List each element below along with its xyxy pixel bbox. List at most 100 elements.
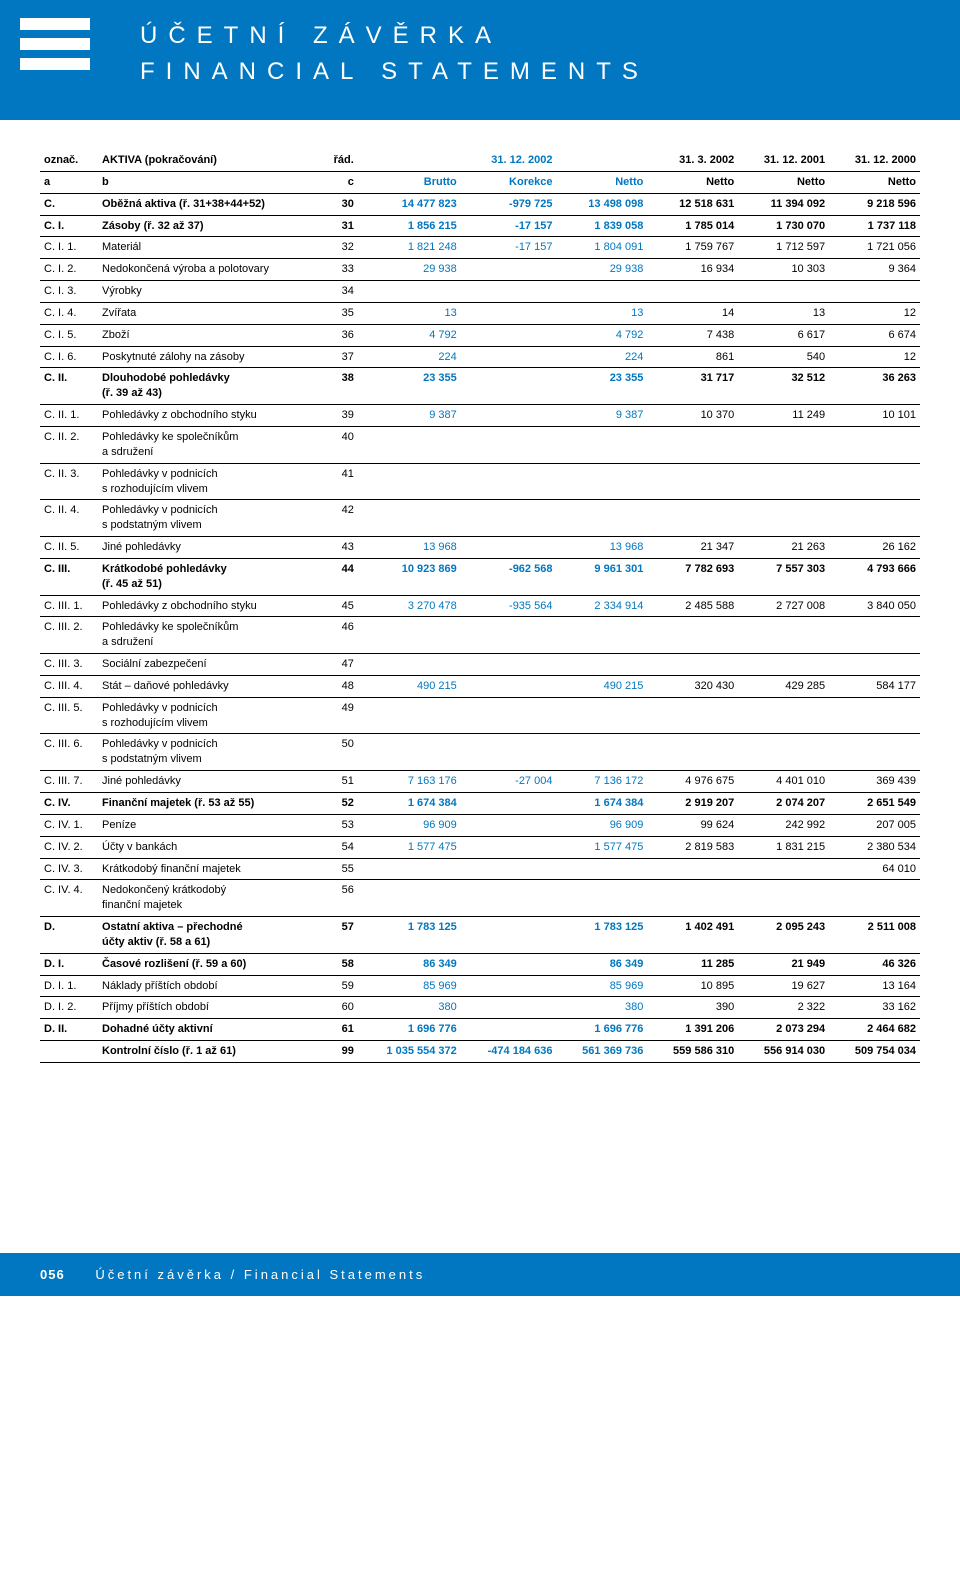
cell-value: 13 968: [556, 537, 647, 559]
cell-code: C. III. 1.: [40, 595, 98, 617]
cell-code: D. I. 1.: [40, 975, 98, 997]
cell-value: [358, 426, 461, 463]
cell-value: [461, 697, 557, 734]
cell-value: [647, 617, 738, 654]
cell-row-number: 32: [328, 237, 358, 259]
cell-value: 1 712 597: [738, 237, 829, 259]
cell-row-number: 34: [328, 281, 358, 303]
header-title-1: ÚČETNÍ ZÁVĚRKA: [140, 22, 920, 50]
cell-value: 96 909: [358, 814, 461, 836]
cell-value: 1 730 070: [738, 215, 829, 237]
cell-value: 1 674 384: [358, 793, 461, 815]
col-sub-netto: Netto: [556, 171, 647, 193]
table-row: C. I. 2.Nedokončená výroba a polotovary3…: [40, 259, 920, 281]
cell-value: 21 263: [738, 537, 829, 559]
col-sub-netto3: Netto: [738, 171, 829, 193]
cell-code: C. III. 7.: [40, 771, 98, 793]
cell-value: [461, 858, 557, 880]
cell-value: 6 674: [829, 324, 920, 346]
cell-value: [647, 500, 738, 537]
cell-value: 29 938: [556, 259, 647, 281]
cell-value: 1 831 215: [738, 836, 829, 858]
col-head-korekce-top: 31. 12. 2002: [461, 150, 557, 171]
cell-value: [647, 463, 738, 500]
cell-value: 2 380 534: [829, 836, 920, 858]
cell-value: 380: [556, 997, 647, 1019]
page-header: ÚČETNÍ ZÁVĚRKA FINANCIAL STATEMENTS: [0, 0, 960, 120]
cell-row-number: 49: [328, 697, 358, 734]
cell-value: [461, 793, 557, 815]
cell-value: 11 394 092: [738, 193, 829, 215]
cell-value: [461, 324, 557, 346]
cell-code: C. I. 6.: [40, 346, 98, 368]
table-body: C.Oběžná aktiva (ř. 31+38+44+52)3014 477…: [40, 193, 920, 1062]
cell-code: D. I.: [40, 953, 98, 975]
cell-row-number: 59: [328, 975, 358, 997]
cell-value: [461, 537, 557, 559]
cell-value: 13: [358, 302, 461, 324]
cell-value: [358, 697, 461, 734]
cell-value: 86 349: [556, 953, 647, 975]
col-sub-netto2: Netto: [647, 171, 738, 193]
cell-description: Jiné pohledávky: [98, 537, 328, 559]
cell-code: C. IV. 3.: [40, 858, 98, 880]
cell-value: [647, 734, 738, 771]
cell-value: [461, 281, 557, 303]
cell-code: C. II. 1.: [40, 405, 98, 427]
cell-value: 1 785 014: [647, 215, 738, 237]
cell-value: -17 157: [461, 237, 557, 259]
cell-description: Krátkodobý finanční majetek: [98, 858, 328, 880]
cell-value: [556, 858, 647, 880]
cell-value: 1 696 776: [556, 1019, 647, 1041]
cell-value: [461, 734, 557, 771]
cell-value: 2 464 682: [829, 1019, 920, 1041]
cell-value: 14 477 823: [358, 193, 461, 215]
cell-value: 6 617: [738, 324, 829, 346]
cell-value: 224: [358, 346, 461, 368]
cell-value: 4 792: [358, 324, 461, 346]
cell-value: 9 218 596: [829, 193, 920, 215]
cell-code: C. III. 6.: [40, 734, 98, 771]
cell-value: [461, 654, 557, 676]
table-row: C. III. 5.Pohledávky v podnicíchs rozhod…: [40, 697, 920, 734]
cell-value: [738, 463, 829, 500]
cell-code: C. I. 4.: [40, 302, 98, 324]
cell-value: 584 177: [829, 675, 920, 697]
cell-value: 509 754 034: [829, 1041, 920, 1063]
cell-value: 9 387: [556, 405, 647, 427]
footer-text: Účetní závěrka / Financial Statements: [95, 1267, 425, 1282]
table-row: C. IV. 1.Peníze5396 90996 90999 624242 9…: [40, 814, 920, 836]
cell-description: Oběžná aktiva (ř. 31+38+44+52): [98, 193, 328, 215]
cell-value: [461, 836, 557, 858]
cell-value: 7 136 172: [556, 771, 647, 793]
cell-value: [829, 734, 920, 771]
cell-code: C. I. 1.: [40, 237, 98, 259]
page-number: 056: [40, 1267, 65, 1282]
cell-value: 11 249: [738, 405, 829, 427]
col-sub-korekce: Korekce: [461, 171, 557, 193]
cell-value: [829, 697, 920, 734]
cell-row-number: 33: [328, 259, 358, 281]
cell-value: [738, 426, 829, 463]
cell-row-number: 30: [328, 193, 358, 215]
cell-code: C. I.: [40, 215, 98, 237]
cell-value: 9 387: [358, 405, 461, 427]
cell-row-number: 40: [328, 426, 358, 463]
cell-description: Sociální zabezpečení: [98, 654, 328, 676]
cell-value: [829, 463, 920, 500]
cell-value: [647, 281, 738, 303]
table-row: C. III. 7.Jiné pohledávky517 163 176-27 …: [40, 771, 920, 793]
cell-value: [738, 697, 829, 734]
cell-row-number: 54: [328, 836, 358, 858]
cell-value: 1 839 058: [556, 215, 647, 237]
table-row: C. IV. 4.Nedokončený krátkodobýfinanční …: [40, 880, 920, 917]
cell-value: -27 004: [461, 771, 557, 793]
cell-value: 7 163 176: [358, 771, 461, 793]
cell-code: C. I. 3.: [40, 281, 98, 303]
cell-description: Časové rozlišení (ř. 59 a 60): [98, 953, 328, 975]
cell-code: C. II. 4.: [40, 500, 98, 537]
table-row: C. I. 6.Poskytnuté zálohy na zásoby37224…: [40, 346, 920, 368]
cell-code: C. IV.: [40, 793, 98, 815]
cell-value: [556, 880, 647, 917]
table-row: C. III. 2.Pohledávky ke společníkůma sdr…: [40, 617, 920, 654]
